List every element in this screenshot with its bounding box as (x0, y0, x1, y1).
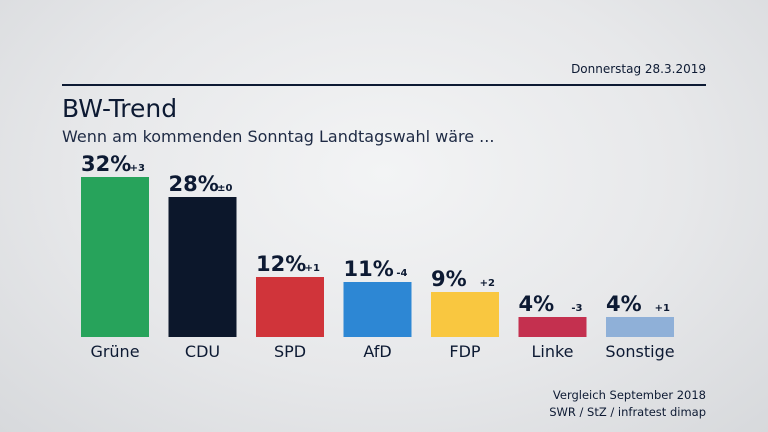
category-label-0: Grüne (90, 342, 139, 361)
page-subtitle: Wenn am kommenden Sonntag Landtagswahl w… (62, 127, 495, 146)
date-label: Donnerstag 28.3.2019 (571, 62, 706, 76)
category-label-3: AfD (363, 342, 391, 361)
bar-value-label-0: 32% (81, 152, 131, 176)
bar-3 (343, 282, 412, 337)
bar-0 (81, 177, 149, 337)
bar-value-label-1: 28% (169, 172, 219, 196)
header-divider (62, 84, 706, 86)
bar-change-label-0: +3 (130, 163, 145, 174)
bar-change-label-4: +2 (480, 278, 495, 289)
bar-value-label-2: 12% (256, 252, 306, 276)
source-note: SWR / StZ / infratest dimap (549, 405, 706, 419)
bar-4 (431, 292, 499, 337)
page-title: BW-Trend (62, 94, 178, 123)
bar-change-label-1: ±0 (217, 183, 232, 194)
bar-5 (518, 317, 587, 337)
bar-change-label-3: -4 (396, 268, 407, 279)
bar-1 (168, 197, 237, 337)
bar-value-label-6: 4% (606, 292, 642, 316)
bar-value-label-3: 11% (344, 257, 394, 281)
category-label-5: Linke (531, 342, 573, 361)
bar-change-label-2: +1 (305, 263, 320, 274)
bar-value-label-4: 9% (431, 267, 467, 291)
comparison-note: Vergleich September 2018 (552, 388, 706, 402)
bar-2 (256, 277, 324, 337)
category-label-2: SPD (274, 342, 306, 361)
category-label-6: Sonstige (605, 342, 674, 361)
bar-change-label-5: -3 (571, 303, 582, 314)
category-label-4: FDP (449, 342, 481, 361)
bar-change-label-6: +1 (655, 303, 670, 314)
bar-6 (606, 317, 674, 337)
bar-value-label-5: 4% (519, 292, 555, 316)
category-label-1: CDU (185, 342, 220, 361)
